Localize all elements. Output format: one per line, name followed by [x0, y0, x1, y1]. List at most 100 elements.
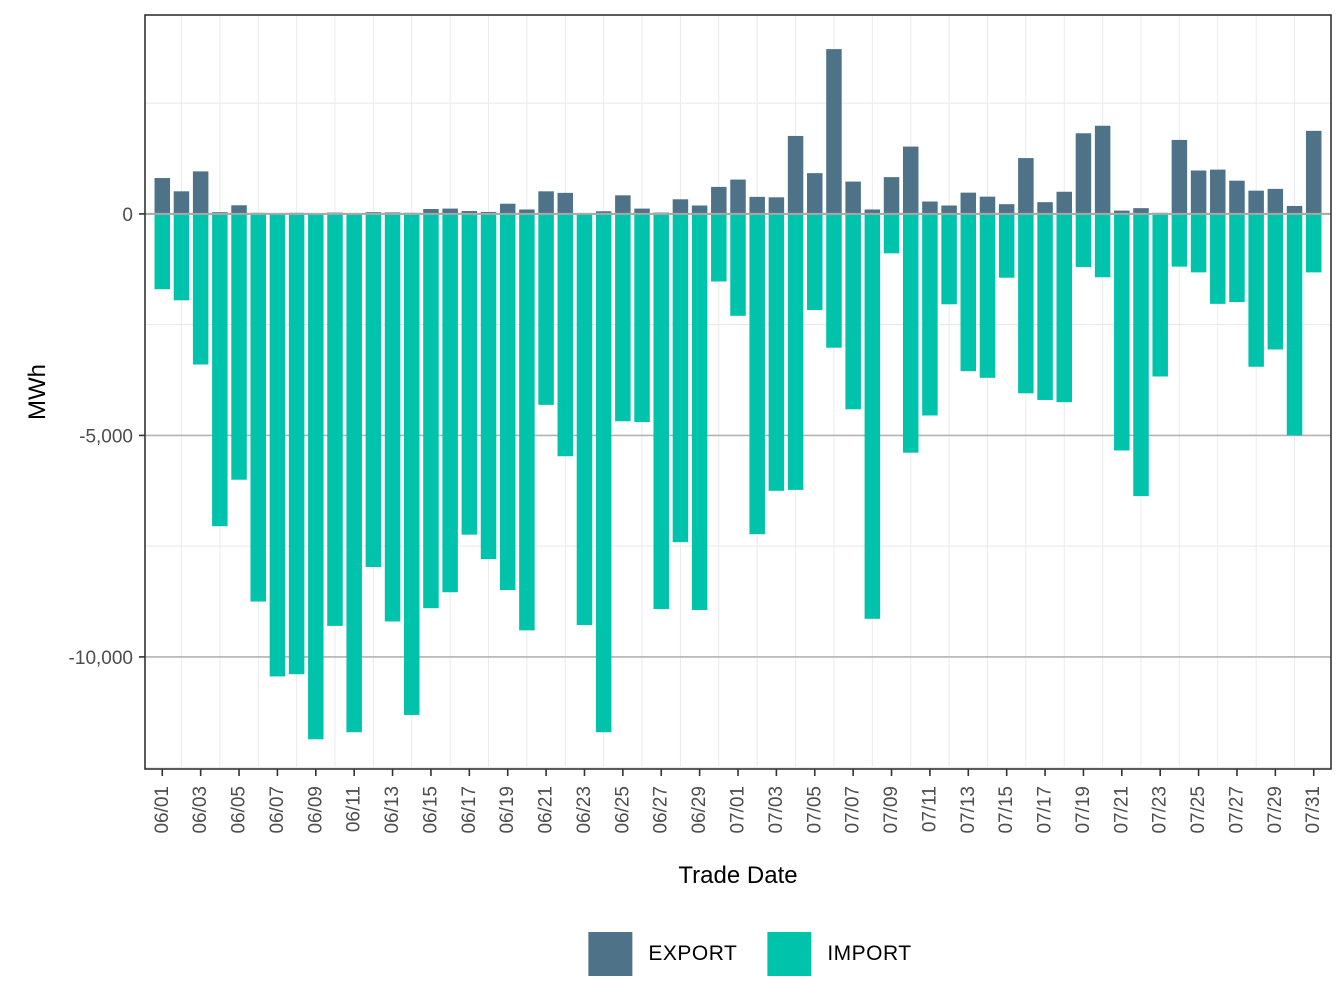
import-bar: [1018, 213, 1034, 394]
export-bar: [192, 171, 209, 214]
import-bar: [711, 213, 727, 282]
x-tick-label: 07/19: [1073, 786, 1094, 834]
import-bar: [231, 213, 247, 480]
import-bar: [480, 213, 497, 560]
import-bar: [250, 213, 266, 602]
import-bar: [384, 213, 401, 622]
import-bar: [1210, 213, 1226, 304]
import-bar: [269, 213, 286, 677]
export-bar: [1018, 158, 1034, 214]
export-bar: [519, 209, 535, 214]
import-bar: [1190, 213, 1207, 273]
import-bar: [653, 213, 669, 610]
export-bar: [672, 199, 689, 214]
import-bar: [576, 213, 593, 626]
import-bar: [1267, 213, 1284, 350]
x-tick-label: 06/17: [459, 786, 480, 834]
import-legend-label: IMPORT: [827, 942, 912, 965]
export-bar: [1248, 190, 1264, 214]
import-bar: [346, 213, 362, 733]
import-bar: [1171, 213, 1188, 267]
x-tick-label: 06/15: [420, 786, 441, 834]
import-bar: [691, 213, 708, 610]
export-bar: [173, 191, 190, 214]
import-bar: [173, 213, 190, 301]
legend: EXPORT IMPORT: [588, 932, 911, 976]
x-tick-label: 07/31: [1303, 786, 1324, 834]
import-bar: [192, 213, 209, 365]
import-bar: [557, 213, 574, 457]
import-bar: [634, 213, 650, 423]
export-bar: [461, 211, 478, 214]
export-bar: [1190, 170, 1207, 214]
x-tick-label: 06/09: [305, 786, 326, 834]
export-bar: [1286, 205, 1303, 214]
y-tick-label: -10,000: [69, 648, 133, 669]
x-tick-label: 06/27: [651, 786, 672, 834]
x-tick-label: 07/23: [1150, 786, 1171, 834]
import-bar: [1075, 213, 1092, 268]
x-tick-label: 07/01: [728, 786, 749, 834]
export-bar: [538, 191, 554, 214]
import-bar: [404, 213, 420, 715]
x-tick-label: 07/13: [958, 786, 979, 834]
x-tick-label: 07/03: [766, 786, 787, 834]
export-bar: [979, 196, 996, 214]
x-tick-label: 07/09: [881, 786, 902, 834]
import-bar: [730, 213, 746, 316]
x-tick-label: 06/03: [190, 786, 211, 834]
x-tick-label: 07/17: [1035, 786, 1056, 834]
export-bar: [941, 205, 957, 214]
export-bar: [883, 177, 900, 214]
import-bar: [1152, 213, 1168, 377]
import-bar: [499, 213, 516, 591]
export-bar: [1056, 191, 1072, 214]
import-bar: [826, 213, 842, 348]
x-tick-label: 07/25: [1188, 786, 1209, 834]
import-bar: [922, 213, 938, 416]
export-bar: [231, 205, 247, 214]
export-bar: [1037, 202, 1053, 214]
import-bar: [864, 213, 881, 619]
import-bar: [308, 213, 324, 740]
export-swatch: [588, 932, 633, 976]
import-bar: [1056, 213, 1072, 403]
export-bar: [691, 205, 708, 214]
export-bar: [749, 196, 765, 214]
export-bar: [711, 186, 727, 214]
import-swatch: [767, 932, 812, 976]
x-tick-label: 06/11: [344, 786, 365, 832]
export-bar: [615, 195, 631, 214]
export-bar: [1094, 125, 1111, 214]
x-tick-label: 07/27: [1226, 786, 1247, 834]
export-bar: [154, 178, 171, 214]
x-tick-label: 07/05: [804, 786, 825, 834]
x-axis-title: Trade Date: [678, 862, 798, 889]
import-bar: [327, 213, 343, 626]
export-bar: [807, 173, 823, 214]
export-bar: [864, 209, 881, 214]
x-tick-label: 06/01: [152, 786, 173, 834]
export-bar: [787, 135, 804, 214]
x-tick-label: 06/25: [612, 786, 633, 834]
export-bar: [499, 203, 516, 214]
import-bar: [998, 213, 1015, 278]
export-bar: [1114, 210, 1130, 214]
x-tick-label: 07/07: [843, 786, 864, 834]
legend-item-export: EXPORT: [588, 932, 737, 976]
import-bar: [787, 213, 804, 490]
x-tick-label: 07/11: [919, 786, 940, 832]
export-bar: [845, 181, 861, 214]
export-bar: [1267, 188, 1284, 214]
y-tick-label: 0: [122, 205, 133, 226]
export-bar: [595, 211, 612, 214]
x-tick-label: 06/19: [497, 786, 518, 834]
import-bar: [845, 213, 861, 410]
export-bar: [922, 201, 938, 214]
x-tick-label: 07/21: [1111, 786, 1132, 834]
export-bar: [1171, 139, 1188, 214]
export-bar: [442, 208, 458, 214]
import-bar: [212, 213, 228, 527]
x-tick-label: 06/29: [689, 786, 710, 834]
